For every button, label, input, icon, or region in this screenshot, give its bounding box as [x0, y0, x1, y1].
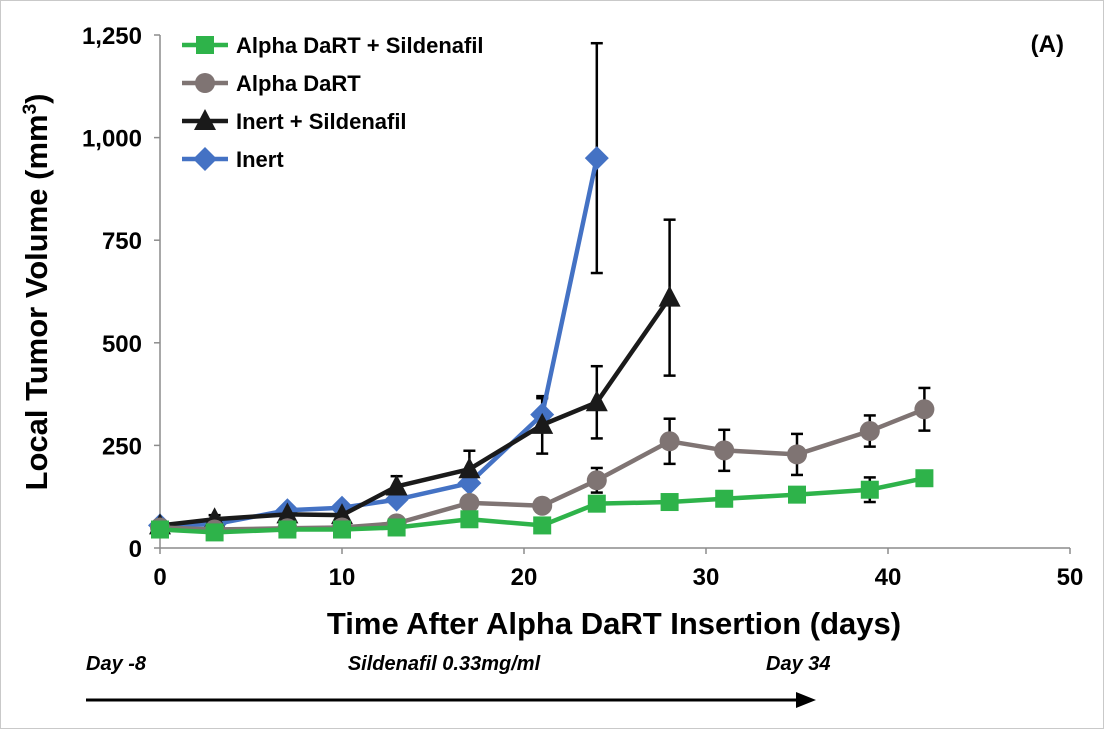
data-point-marker — [915, 469, 934, 488]
y-tick-labels: 0 250 500 750 1,000 1,250 — [82, 23, 160, 563]
data-point-marker — [278, 520, 297, 539]
data-point-marker — [658, 285, 681, 307]
series-line — [159, 296, 672, 528]
data-point-marker — [458, 457, 481, 479]
data-point-marker — [714, 440, 735, 461]
timeline-end-label: Day 34 — [766, 653, 831, 675]
data-point-marker — [460, 510, 479, 529]
data-point-marker — [859, 421, 880, 442]
data-point-marker — [531, 412, 554, 434]
data-point-marker — [788, 485, 806, 504]
data-point-marker — [533, 516, 552, 535]
data-point-marker — [586, 470, 607, 491]
data-point-marker — [331, 503, 353, 525]
timeline-arrow-head — [796, 692, 816, 708]
legend-label: Inert — [236, 147, 284, 172]
x-tick-label: 50 — [1057, 564, 1084, 591]
data-point-marker — [914, 399, 935, 420]
y-tick-label: 1,250 — [82, 23, 142, 50]
data-point-marker — [584, 146, 609, 171]
y-axis-title: Local Tumor Volume (mm3) — [19, 94, 54, 491]
data-point-marker — [587, 494, 606, 513]
legend-label: Alpha DaRT — [236, 71, 361, 96]
legend-marker — [193, 147, 217, 171]
y-tick-label: 750 — [102, 228, 142, 255]
x-tick-label: 20 — [511, 564, 538, 591]
legend: Alpha DaRT + Sildenafil Alpha DaRT Inert +… — [182, 33, 484, 172]
legend-marker — [195, 73, 215, 93]
series-group — [151, 469, 934, 542]
panel-label: (A) — [1031, 31, 1064, 58]
data-point-marker — [459, 492, 480, 513]
x-tick-labels: 0 10 20 30 40 50 — [153, 548, 1083, 591]
data-point-marker — [715, 489, 734, 508]
data-point-marker — [333, 520, 351, 539]
data-point-marker — [659, 431, 680, 452]
x-tick-label: 0 — [153, 564, 166, 591]
legend-marker — [196, 36, 214, 54]
data-point-marker — [860, 480, 879, 499]
y-tick-label: 250 — [102, 433, 142, 460]
series-group — [148, 146, 609, 538]
x-tick-label: 40 — [875, 564, 902, 591]
data-point-marker — [787, 444, 807, 465]
y-tick-label: 0 — [129, 536, 142, 563]
series-group — [149, 285, 681, 535]
data-point-marker — [532, 495, 553, 516]
y-tick-label: 1,000 — [82, 126, 142, 153]
data-point-marker — [585, 390, 608, 412]
data-point-marker — [385, 474, 408, 496]
timeline-drug-label: Sildenafil 0.33mg/ml — [348, 653, 541, 675]
legend-label: Inert + Sildenafil — [236, 109, 407, 134]
y-tick-label: 500 — [102, 331, 142, 358]
data-point-marker — [387, 518, 406, 537]
series-line — [159, 157, 600, 528]
x-tick-label: 10 — [329, 564, 356, 591]
timeline-start-label: Day -8 — [86, 653, 147, 675]
x-tick-label: 30 — [693, 564, 720, 591]
data-point-marker — [660, 493, 679, 512]
data-point-marker — [205, 523, 224, 542]
data-series — [148, 146, 935, 542]
data-point-marker — [276, 502, 299, 524]
x-axis-title: Time After Alpha DaRT Insertion (days) — [327, 606, 901, 641]
data-point-marker — [151, 520, 169, 539]
legend-marker — [194, 109, 216, 130]
legend-label: Alpha DaRT + Sildenafil — [236, 33, 484, 58]
